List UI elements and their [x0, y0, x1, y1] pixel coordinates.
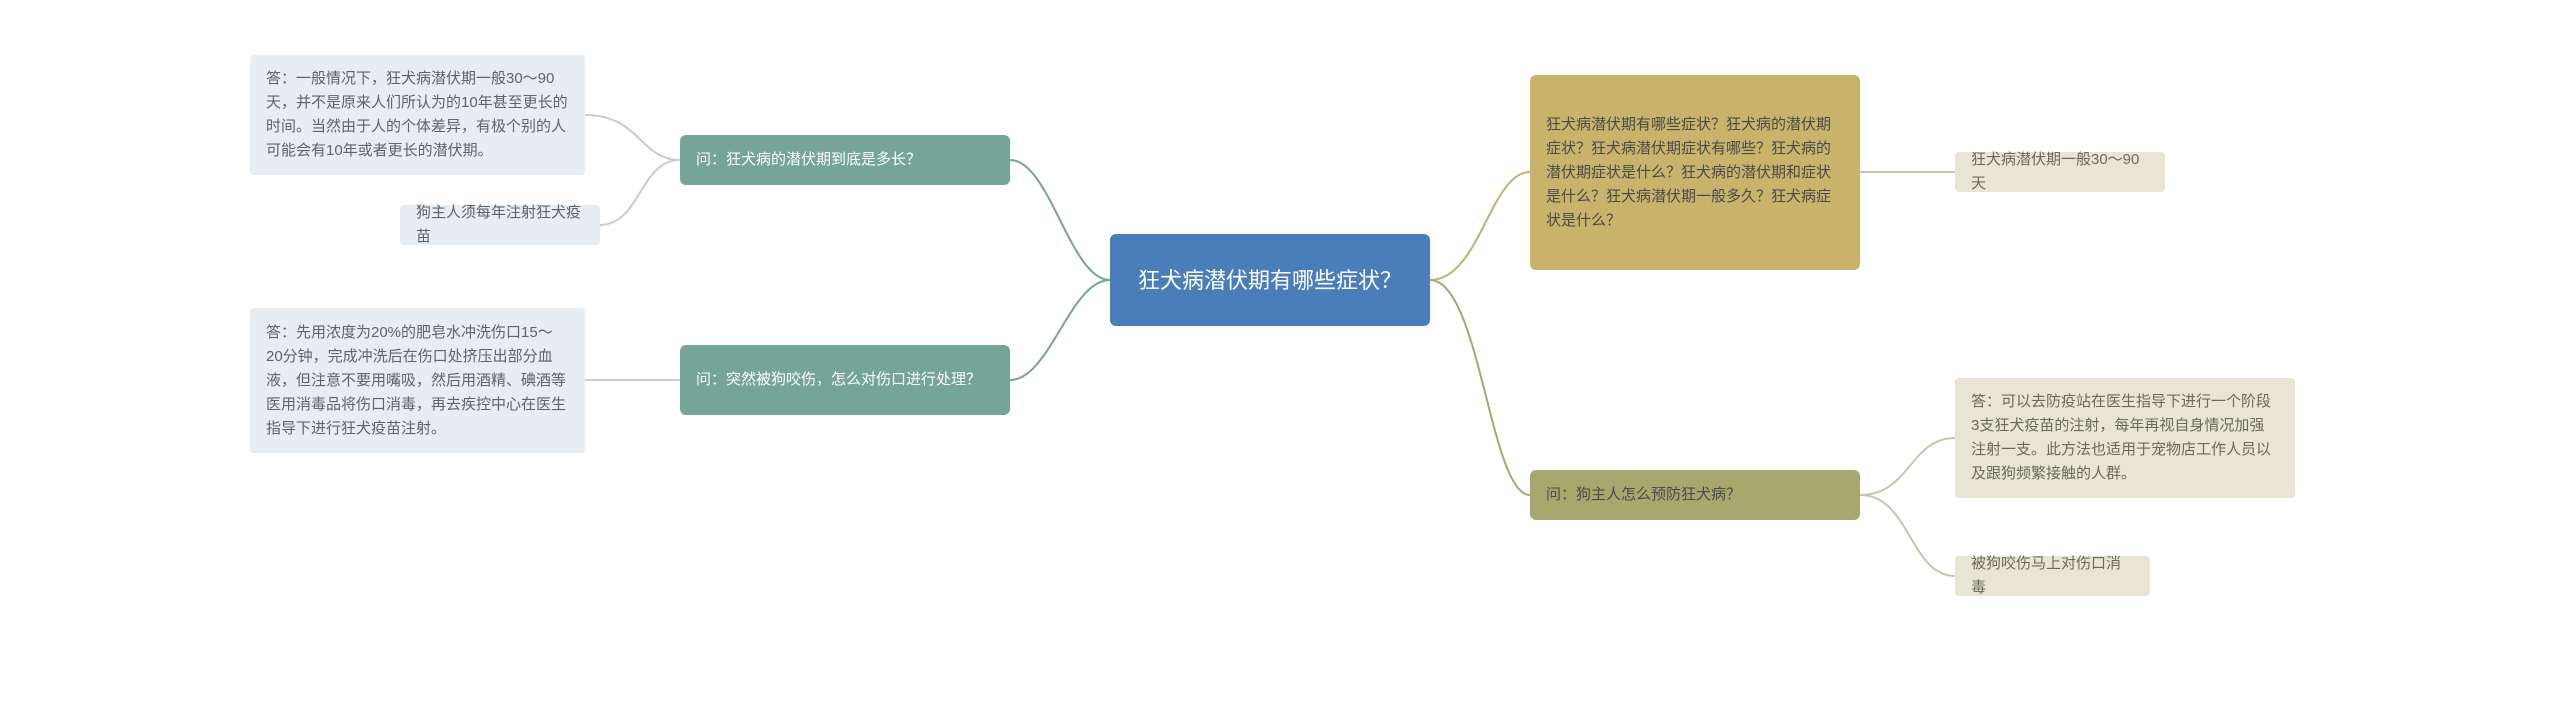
branch-symptom-questions[interactable]: 狂犬病潜伏期有哪些症状？狂犬病的潜伏期症状？狂犬病潜伏期症状有哪些？狂犬病的潜伏…	[1530, 75, 1860, 270]
leaf-a-owner-prevention: 答：可以去防疫站在医生指导下进行一个阶段3支狂犬疫苗的注射，每年再视自身情况加强…	[1955, 378, 2295, 498]
leaf-incubation-30-90: 狂犬病潜伏期一般30～90天	[1955, 152, 2165, 192]
leaf-a-wound-treatment: 答：先用浓度为20%的肥皂水冲洗伤口15～20分钟，完成冲洗后在伤口处挤压出部分…	[250, 308, 585, 453]
leaf-a-incubation-length: 答：一般情况下，狂犬病潜伏期一般30～90天，并不是原来人们所认为的10年甚至更…	[250, 55, 585, 175]
mindmap-root[interactable]: 狂犬病潜伏期有哪些症状？	[1110, 234, 1430, 326]
branch-q-incubation-length[interactable]: 问：狂犬病的潜伏期到底是多长？	[680, 135, 1010, 185]
branch-q-wound-treatment[interactable]: 问：突然被狗咬伤，怎么对伤口进行处理？	[680, 345, 1010, 415]
leaf-a-disinfect-immediately: 被狗咬伤马上对伤口消毒	[1955, 556, 2150, 596]
leaf-a-annual-vaccine: 狗主人须每年注射狂犬疫苗	[400, 205, 600, 245]
branch-q-owner-prevention[interactable]: 问：狗主人怎么预防狂犬病？	[1530, 470, 1860, 520]
